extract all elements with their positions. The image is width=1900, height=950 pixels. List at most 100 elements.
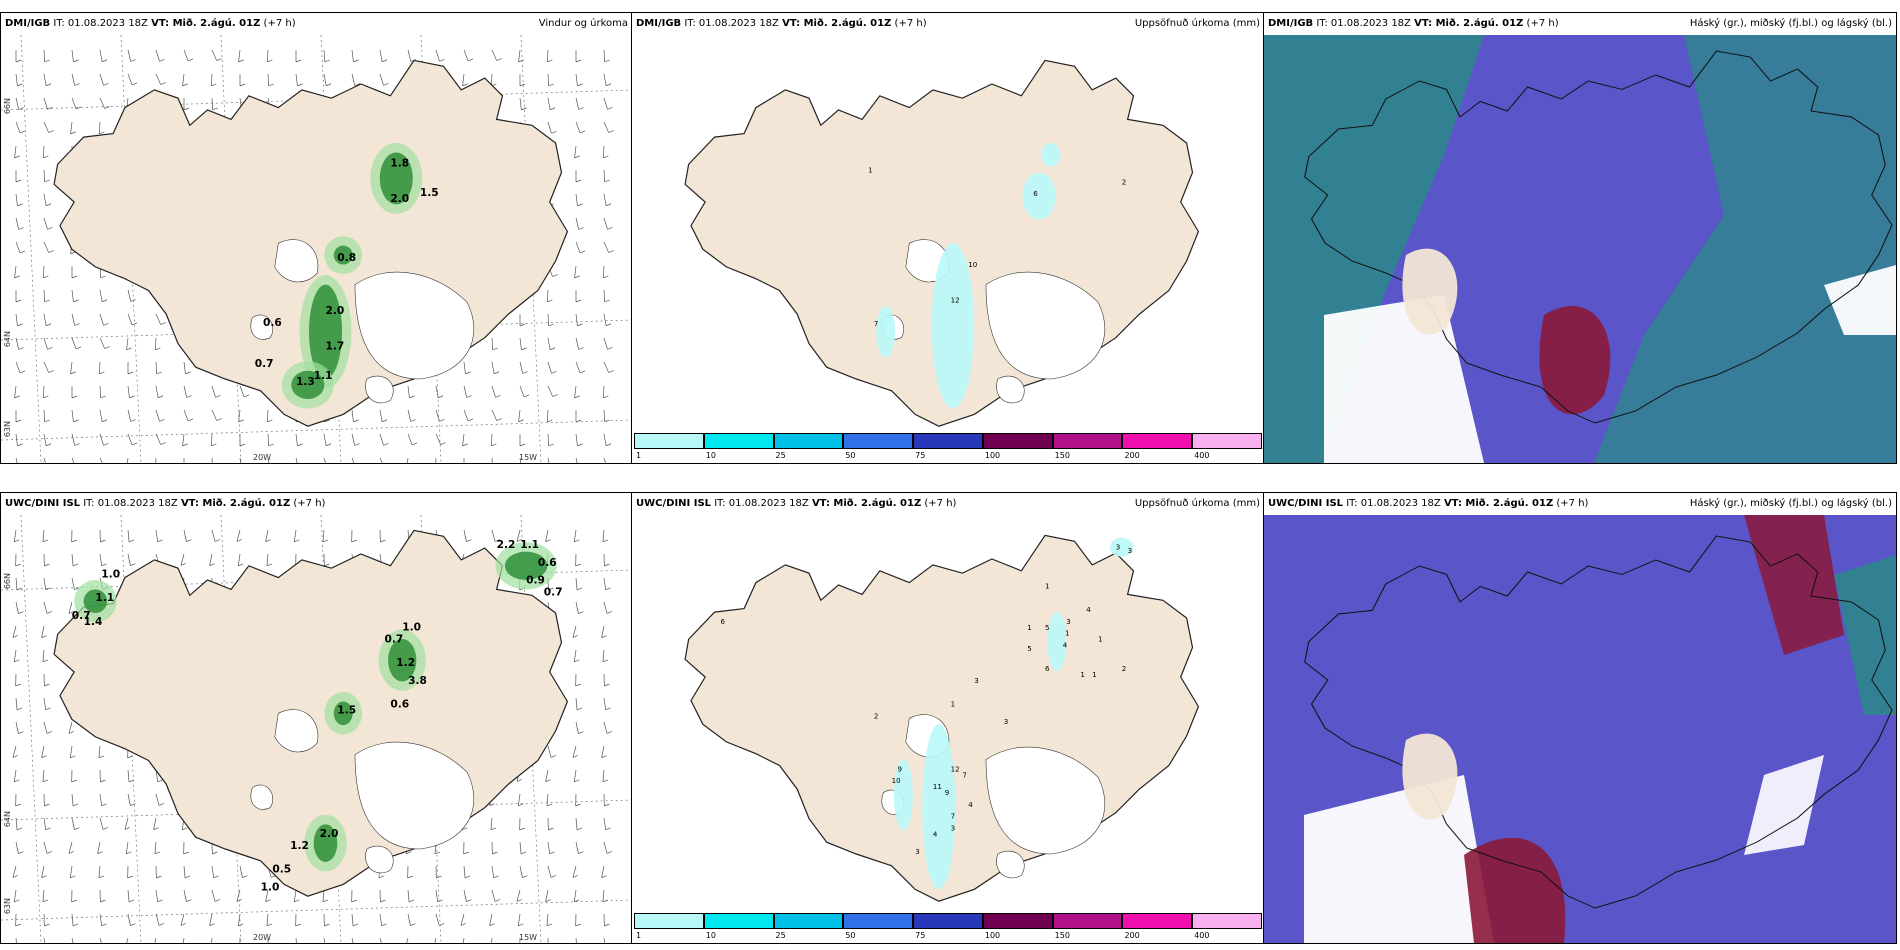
wind-barb <box>603 601 608 614</box>
wind-barb-flag <box>465 371 471 375</box>
wind-barb-flag <box>575 803 581 807</box>
wind-barb-flag <box>14 155 20 159</box>
colorbar-tick-label: 150 <box>1054 451 1070 460</box>
wind-barb-flag <box>18 227 24 230</box>
wind-barb <box>14 265 17 278</box>
wind-barb <box>575 697 578 710</box>
wind-barb-flag <box>462 83 468 87</box>
wind-barb-flag <box>104 106 110 109</box>
wind-barb <box>546 409 549 422</box>
wind-barb <box>15 697 18 710</box>
wind-barb <box>435 457 437 463</box>
wind-barb <box>43 937 46 943</box>
wind-barb-flag <box>103 322 109 326</box>
wind-barb-flag <box>605 203 612 207</box>
wind-barb-flag <box>184 875 191 879</box>
wind-barb <box>155 49 160 62</box>
wind-barb-flag <box>578 851 584 854</box>
wind-barb-flag <box>601 635 607 638</box>
wind-barb-flag <box>604 179 610 183</box>
wind-barb-flag <box>215 394 221 398</box>
wind-barb <box>211 49 218 61</box>
wind-barb-flag <box>572 635 579 638</box>
model-name: DMI/IGB <box>636 18 682 29</box>
wind-barb-flag <box>73 299 79 303</box>
wind-barb <box>13 649 17 662</box>
panel-header: UWC/DINI ISL IT: 01.08.2023 18Z VT: Mið.… <box>1 493 632 515</box>
wind-barb-flag <box>18 107 24 110</box>
wind-barb <box>43 337 48 350</box>
wind-barb-flag <box>608 250 614 253</box>
precip-value-label: 12 <box>951 295 960 304</box>
wind-barb <box>43 73 47 86</box>
wind-barb <box>99 553 103 566</box>
colorbar-swatch <box>982 913 1053 929</box>
wind-barb-flag <box>127 755 133 759</box>
precip-value-label: 4 <box>1063 641 1068 650</box>
wind-barb-flag <box>491 443 497 447</box>
wind-barb-flag <box>211 443 217 447</box>
wind-barb-flag <box>439 58 445 62</box>
wind-barb <box>575 361 581 374</box>
panel-title: Háský (gr.), miðský (fj.bl.) og lágský (… <box>1689 498 1892 509</box>
wind-barb-flag <box>99 371 105 375</box>
wind-barb <box>295 937 297 943</box>
precip-value-label: 5 <box>1045 623 1050 632</box>
wind-barb <box>491 409 498 421</box>
wind-barb-flag <box>410 923 416 926</box>
wind-barb-flag <box>14 659 20 663</box>
colorbar-swatch <box>1122 913 1193 929</box>
wind-barb <box>516 889 521 902</box>
lead-time: (+7 h) <box>1526 18 1559 29</box>
wind-barb <box>155 889 159 902</box>
wind-barb <box>575 601 579 614</box>
wind-barb <box>155 409 160 422</box>
wind-barb <box>71 313 76 326</box>
colorbar-swatch <box>1052 913 1123 929</box>
wind-barb-flag <box>266 923 273 927</box>
wind-precip-label: 1.7 <box>326 340 345 353</box>
wind-precip-label: 1.5 <box>420 186 439 199</box>
wind-barb-flag <box>353 59 359 63</box>
wind-barb-flag <box>545 539 551 542</box>
wind-barb <box>435 889 439 902</box>
wind-barb-flag <box>409 395 415 399</box>
wind-barb <box>210 73 213 86</box>
wind-barb <box>603 457 606 463</box>
precip-area-heavy <box>313 824 338 862</box>
clear-sky-area <box>1824 265 1896 335</box>
wind-barb <box>211 529 216 542</box>
wind-barb-flag <box>15 299 22 303</box>
wind-barb-flag <box>15 683 21 687</box>
wind-barb <box>68 841 73 854</box>
wind-barb <box>15 721 19 734</box>
wind-barb <box>379 937 382 943</box>
wind-barb <box>43 313 47 326</box>
wind-barb <box>15 361 21 374</box>
wind-barb-flag <box>551 130 557 134</box>
panel-cloud-row1: DMI/IGB IT: 01.08.2023 18Z VT: Mið. 2.ág… <box>1263 12 1897 464</box>
wind-barb-flag <box>214 539 221 542</box>
wind-barb <box>519 457 521 463</box>
wind-barb <box>239 385 245 398</box>
wind-barb <box>15 937 17 943</box>
wind-barb <box>602 265 605 278</box>
wind-barb-flag <box>325 443 332 447</box>
wind-barb-flag <box>325 83 332 87</box>
wind-barb <box>491 889 496 902</box>
wind-barb-flag <box>489 803 495 806</box>
wind-barb-flag <box>157 539 163 543</box>
wind-barb-flag <box>572 755 579 758</box>
wind-barb-flag <box>551 370 557 374</box>
wind-barb <box>70 361 73 374</box>
wind-barb <box>491 49 498 61</box>
wind-barb <box>69 745 73 758</box>
wind-precip-label: 1.1 <box>95 591 114 604</box>
wind-barb <box>435 385 439 398</box>
precip-value-label: 3 <box>1128 546 1133 555</box>
wind-barb <box>266 913 269 926</box>
wind-barb-flag <box>608 130 614 133</box>
wind-barb-flag <box>548 443 554 447</box>
wind-barb-flag <box>187 418 194 422</box>
wind-barb <box>68 721 73 734</box>
